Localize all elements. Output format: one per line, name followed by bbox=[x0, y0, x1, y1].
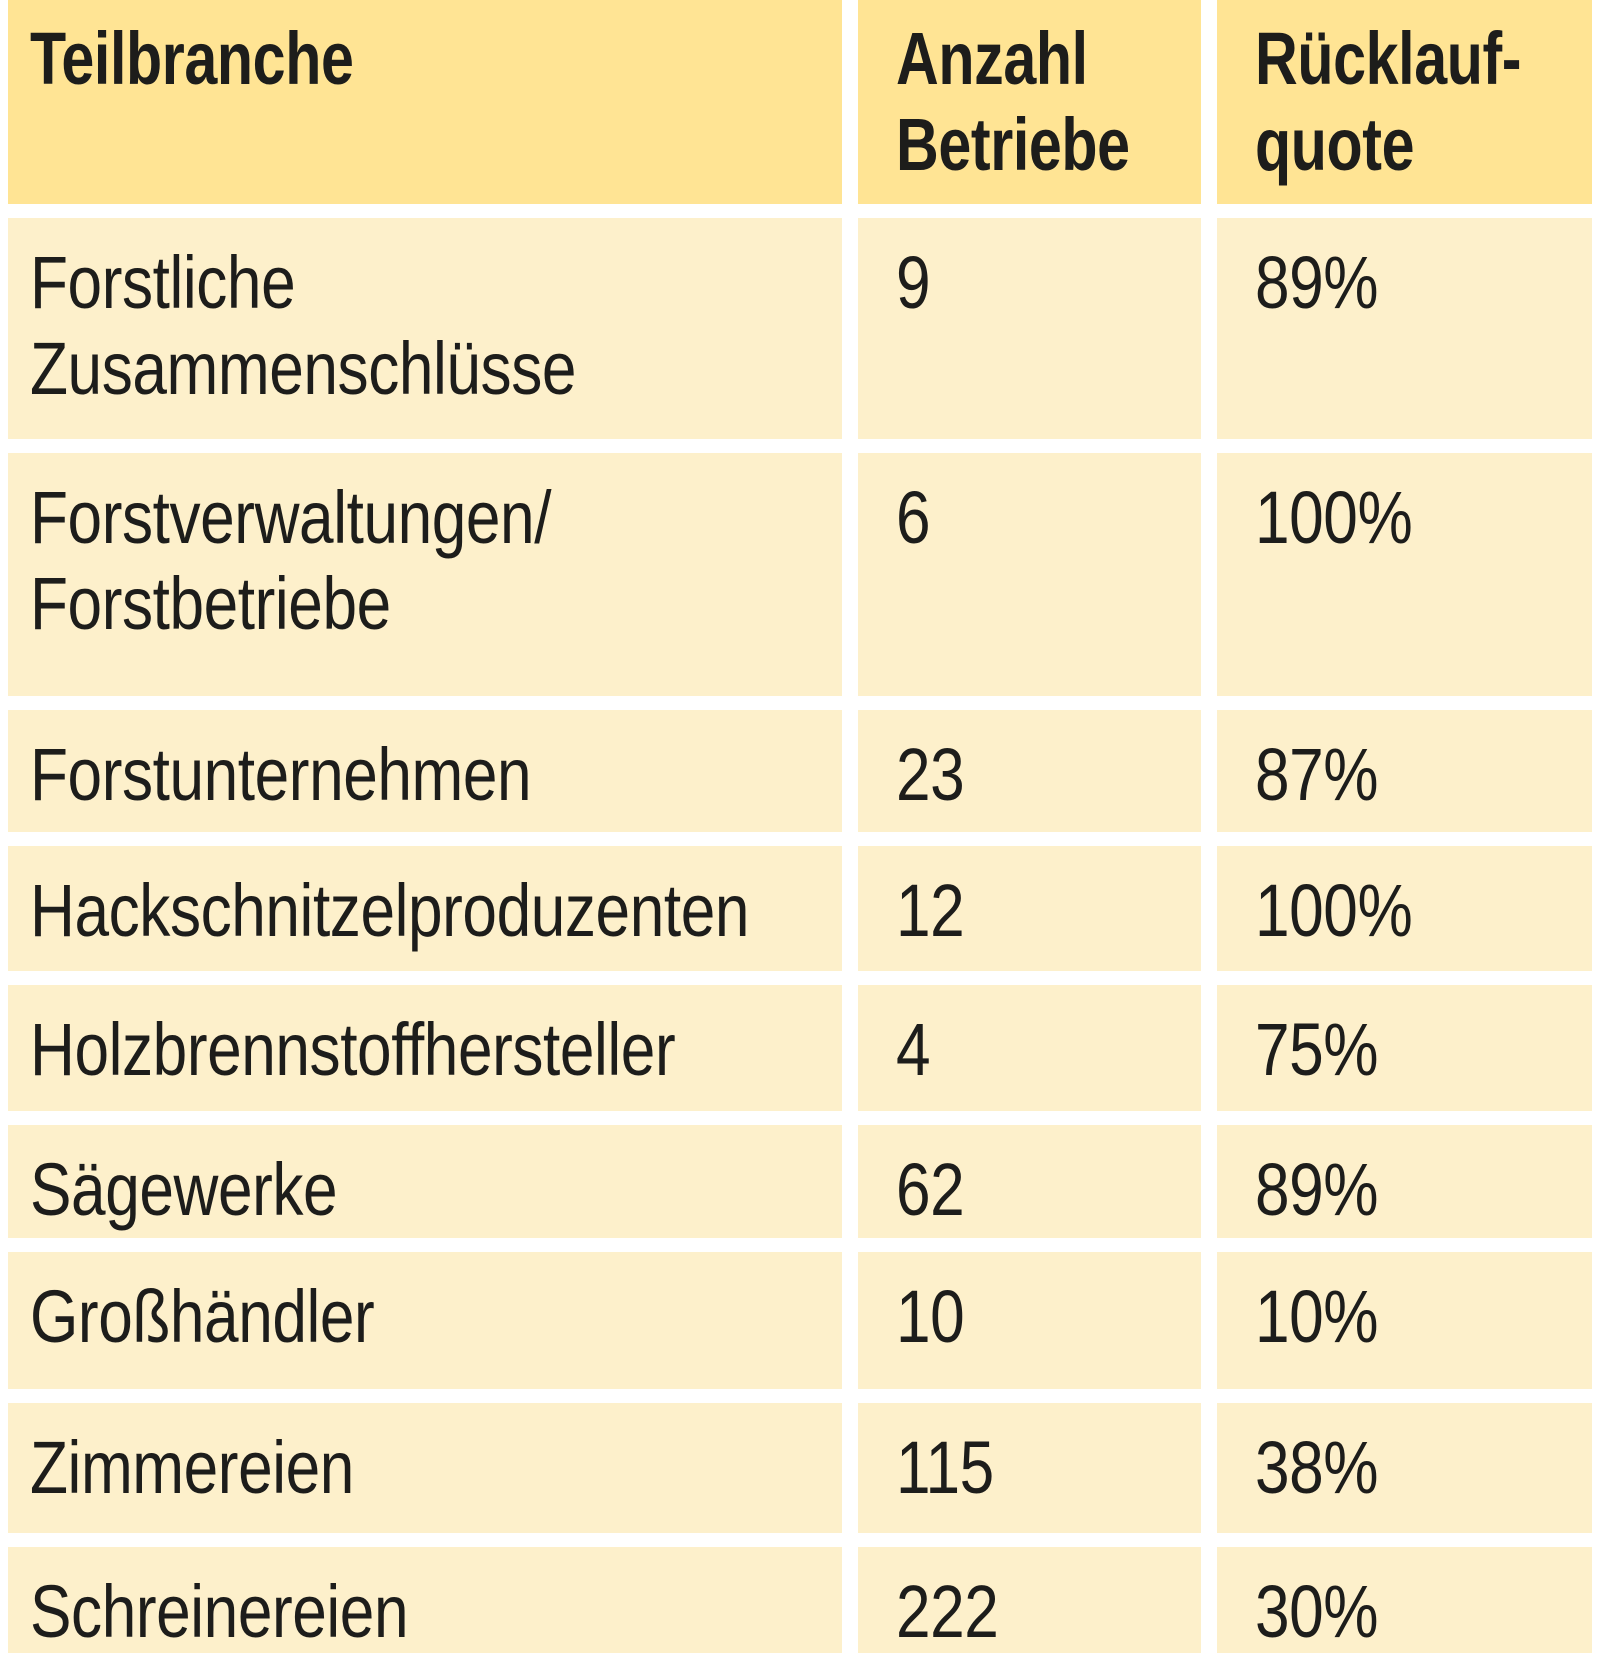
cell-text: 4 bbox=[896, 1008, 931, 1091]
cell-anzahl-row-7: 115 bbox=[858, 1403, 1201, 1533]
cell-text: 89% bbox=[1255, 241, 1379, 324]
cell-text: 10 bbox=[896, 1275, 965, 1358]
cell-anzahl-row-0: 9 bbox=[858, 218, 1201, 439]
cell-text: Forstunternehmen bbox=[30, 733, 532, 816]
header-cell-anzahl-betriebe: Anzahl Betriebe bbox=[858, 0, 1201, 204]
cell-text: Großhändler bbox=[30, 1275, 375, 1358]
cell-quote-row-3: 100% bbox=[1217, 846, 1592, 971]
survey-response-table: Teilbranche Anzahl Betriebe Rücklauf- qu… bbox=[8, 0, 1600, 1653]
cell-teilbranche-row-6: Großhändler bbox=[8, 1252, 842, 1389]
cell-teilbranche-row-5: Sägewerke bbox=[8, 1125, 842, 1238]
cell-teilbranche-row-8: Schreinereien bbox=[8, 1547, 842, 1653]
cell-text: 9 bbox=[896, 241, 931, 324]
cell-anzahl-row-1: 6 bbox=[858, 453, 1201, 696]
cell-text: Zimmereien bbox=[30, 1426, 354, 1509]
cell-text: Sägewerke bbox=[30, 1148, 338, 1231]
cell-text: 89% bbox=[1255, 1148, 1379, 1231]
cell-text: 38% bbox=[1255, 1426, 1379, 1509]
cell-anzahl-row-2: 23 bbox=[858, 710, 1201, 832]
cell-anzahl-row-4: 4 bbox=[858, 985, 1201, 1111]
cell-text: 222 bbox=[896, 1570, 999, 1653]
cell-teilbranche-row-3: Hackschnitzelproduzenten bbox=[8, 846, 842, 971]
cell-teilbranche-row-0: Forstliche Zusammenschlüsse bbox=[8, 218, 842, 439]
cell-teilbranche-row-4: Holzbrennstoffhersteller bbox=[8, 985, 842, 1111]
header-label-ruecklaufquote: Rücklauf- quote bbox=[1255, 17, 1522, 186]
cell-text: 10% bbox=[1255, 1275, 1379, 1358]
cell-teilbranche-row-7: Zimmereien bbox=[8, 1403, 842, 1533]
cell-text: Forstverwaltungen/ Forstbetriebe bbox=[30, 476, 552, 645]
cell-text: 100% bbox=[1255, 869, 1413, 952]
cell-text: Schreinereien bbox=[30, 1570, 409, 1653]
cell-quote-row-7: 38% bbox=[1217, 1403, 1592, 1533]
cell-quote-row-1: 100% bbox=[1217, 453, 1592, 696]
cell-quote-row-5: 89% bbox=[1217, 1125, 1592, 1238]
cell-text: 12 bbox=[896, 869, 965, 952]
cell-teilbranche-row-1: Forstverwaltungen/ Forstbetriebe bbox=[8, 453, 842, 696]
cell-anzahl-row-5: 62 bbox=[858, 1125, 1201, 1238]
header-label-anzahl-betriebe: Anzahl Betriebe bbox=[896, 17, 1130, 186]
cell-anzahl-row-3: 12 bbox=[858, 846, 1201, 971]
cell-anzahl-row-6: 10 bbox=[858, 1252, 1201, 1389]
cell-quote-row-8: 30% bbox=[1217, 1547, 1592, 1653]
header-cell-ruecklaufquote: Rücklauf- quote bbox=[1217, 0, 1592, 204]
cell-quote-row-6: 10% bbox=[1217, 1252, 1592, 1389]
cell-anzahl-row-8: 222 bbox=[858, 1547, 1201, 1653]
header-label-teilbranche: Teilbranche bbox=[30, 17, 354, 100]
cell-text: Hackschnitzelproduzenten bbox=[30, 869, 750, 952]
cell-text: Forstliche Zusammenschlüsse bbox=[30, 241, 577, 410]
header-cell-teilbranche: Teilbranche bbox=[8, 0, 842, 204]
cell-text: 87% bbox=[1255, 733, 1379, 816]
cell-text: 6 bbox=[896, 476, 931, 559]
cell-quote-row-0: 89% bbox=[1217, 218, 1592, 439]
cell-text: 23 bbox=[896, 733, 965, 816]
cell-text: 100% bbox=[1255, 476, 1413, 559]
cell-text: 30% bbox=[1255, 1570, 1379, 1653]
cell-text: Holzbrennstoffhersteller bbox=[30, 1008, 676, 1091]
cell-quote-row-4: 75% bbox=[1217, 985, 1592, 1111]
cell-quote-row-2: 87% bbox=[1217, 710, 1592, 832]
cell-text: 115 bbox=[896, 1426, 994, 1509]
cell-teilbranche-row-2: Forstunternehmen bbox=[8, 710, 842, 832]
cell-text: 75% bbox=[1255, 1008, 1379, 1091]
cell-text: 62 bbox=[896, 1148, 965, 1231]
